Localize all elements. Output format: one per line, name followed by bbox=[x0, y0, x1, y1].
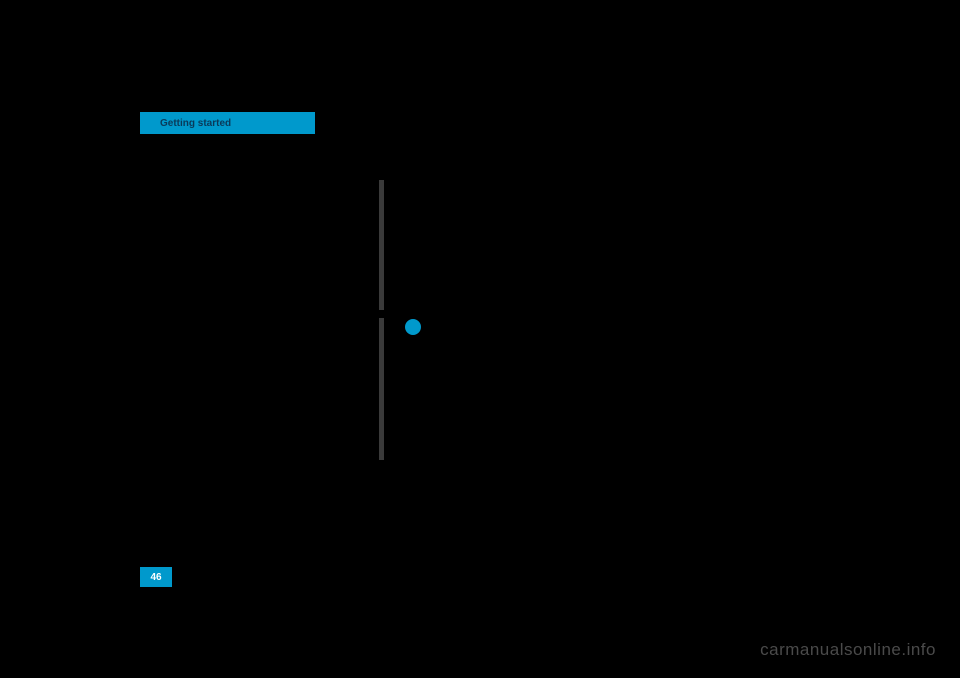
column-divider-top bbox=[379, 180, 384, 310]
page-number-text: 46 bbox=[150, 572, 161, 583]
section-tab-label: Getting started bbox=[160, 118, 231, 129]
info-dot-icon bbox=[405, 319, 421, 335]
column-divider-bottom bbox=[379, 318, 384, 460]
page-number-badge: 46 bbox=[140, 567, 172, 587]
watermark-text: carmanualsonline.info bbox=[760, 640, 936, 660]
page-frame bbox=[110, 84, 850, 594]
section-tab: Getting started bbox=[140, 112, 315, 134]
